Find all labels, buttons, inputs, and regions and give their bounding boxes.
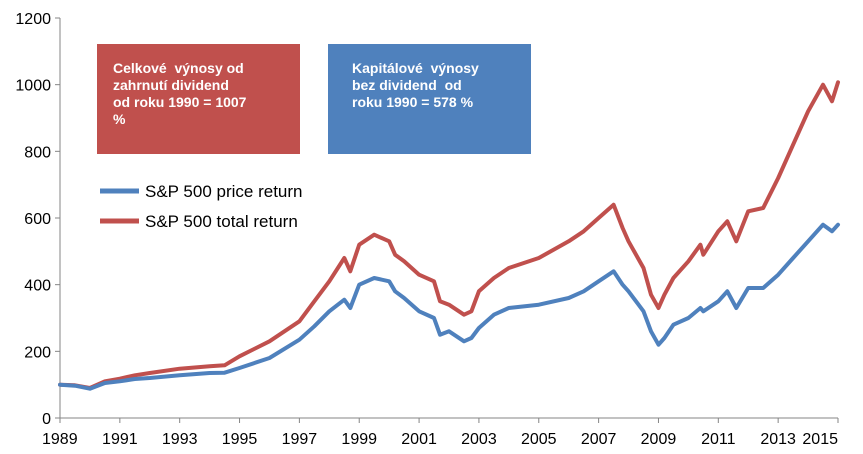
y-tick-label: 800 bbox=[24, 144, 51, 161]
y-tick-label: 200 bbox=[24, 344, 51, 361]
callout-total-line: od roku 1990 = 1007 bbox=[113, 94, 247, 110]
x-tick-label: 2013 bbox=[760, 431, 796, 448]
x-tick-label: 1993 bbox=[162, 431, 198, 448]
series-group bbox=[58, 80, 840, 391]
x-tick-label: 1989 bbox=[42, 431, 78, 448]
series-line-total-return bbox=[58, 80, 840, 390]
x-tick-label: 1991 bbox=[102, 431, 138, 448]
x-tick-label: 2001 bbox=[401, 431, 437, 448]
x-tick-label: 1999 bbox=[341, 431, 377, 448]
y-tick-label: 1200 bbox=[15, 11, 51, 28]
x-tick-label: 2015 bbox=[802, 431, 838, 448]
x-tick-label: 2009 bbox=[641, 431, 677, 448]
legend-label-total: S&P 500 total return bbox=[145, 212, 298, 231]
x-tick-label: 1997 bbox=[282, 431, 318, 448]
callout-price-line: bez dividend od bbox=[352, 77, 462, 93]
callout-total-line: Celkové výnosy od bbox=[113, 60, 244, 76]
x-tick-label: 2005 bbox=[521, 431, 557, 448]
legend: S&P 500 price return S&P 500 total retur… bbox=[100, 182, 303, 231]
x-tick-group: 1989 1991 1993 1995 1997 1999 2001 2003 2005 2007… bbox=[42, 418, 839, 448]
x-tick-label: 2003 bbox=[461, 431, 497, 448]
y-tick-label: 400 bbox=[24, 278, 51, 295]
x-tick-label: 2007 bbox=[581, 431, 617, 448]
callout-price-return: Kapitálové výnosy bez dividend od roku 1… bbox=[328, 44, 531, 154]
y-tick-label: 0 bbox=[42, 411, 51, 428]
x-tick-label: 2011 bbox=[701, 431, 736, 448]
callout-total-line: zahrnutí dividend bbox=[113, 77, 229, 93]
callout-price-line: roku 1990 = 578 % bbox=[352, 94, 474, 110]
x-tick-label: 1995 bbox=[222, 431, 258, 448]
legend-label-price: S&P 500 price return bbox=[145, 182, 303, 201]
series-line-price-return bbox=[58, 222, 840, 391]
callout-price-line: Kapitálové výnosy bbox=[352, 60, 479, 76]
callout-total-return: Celkové výnosy od zahrnutí dividend od r… bbox=[97, 44, 300, 154]
y-tick-label: 1000 bbox=[15, 78, 51, 95]
y-tick-label: 600 bbox=[24, 211, 51, 228]
y-tick-group: 0 200 400 600 800 1000 1200 bbox=[15, 11, 60, 428]
callout-total-line: % bbox=[113, 111, 126, 127]
